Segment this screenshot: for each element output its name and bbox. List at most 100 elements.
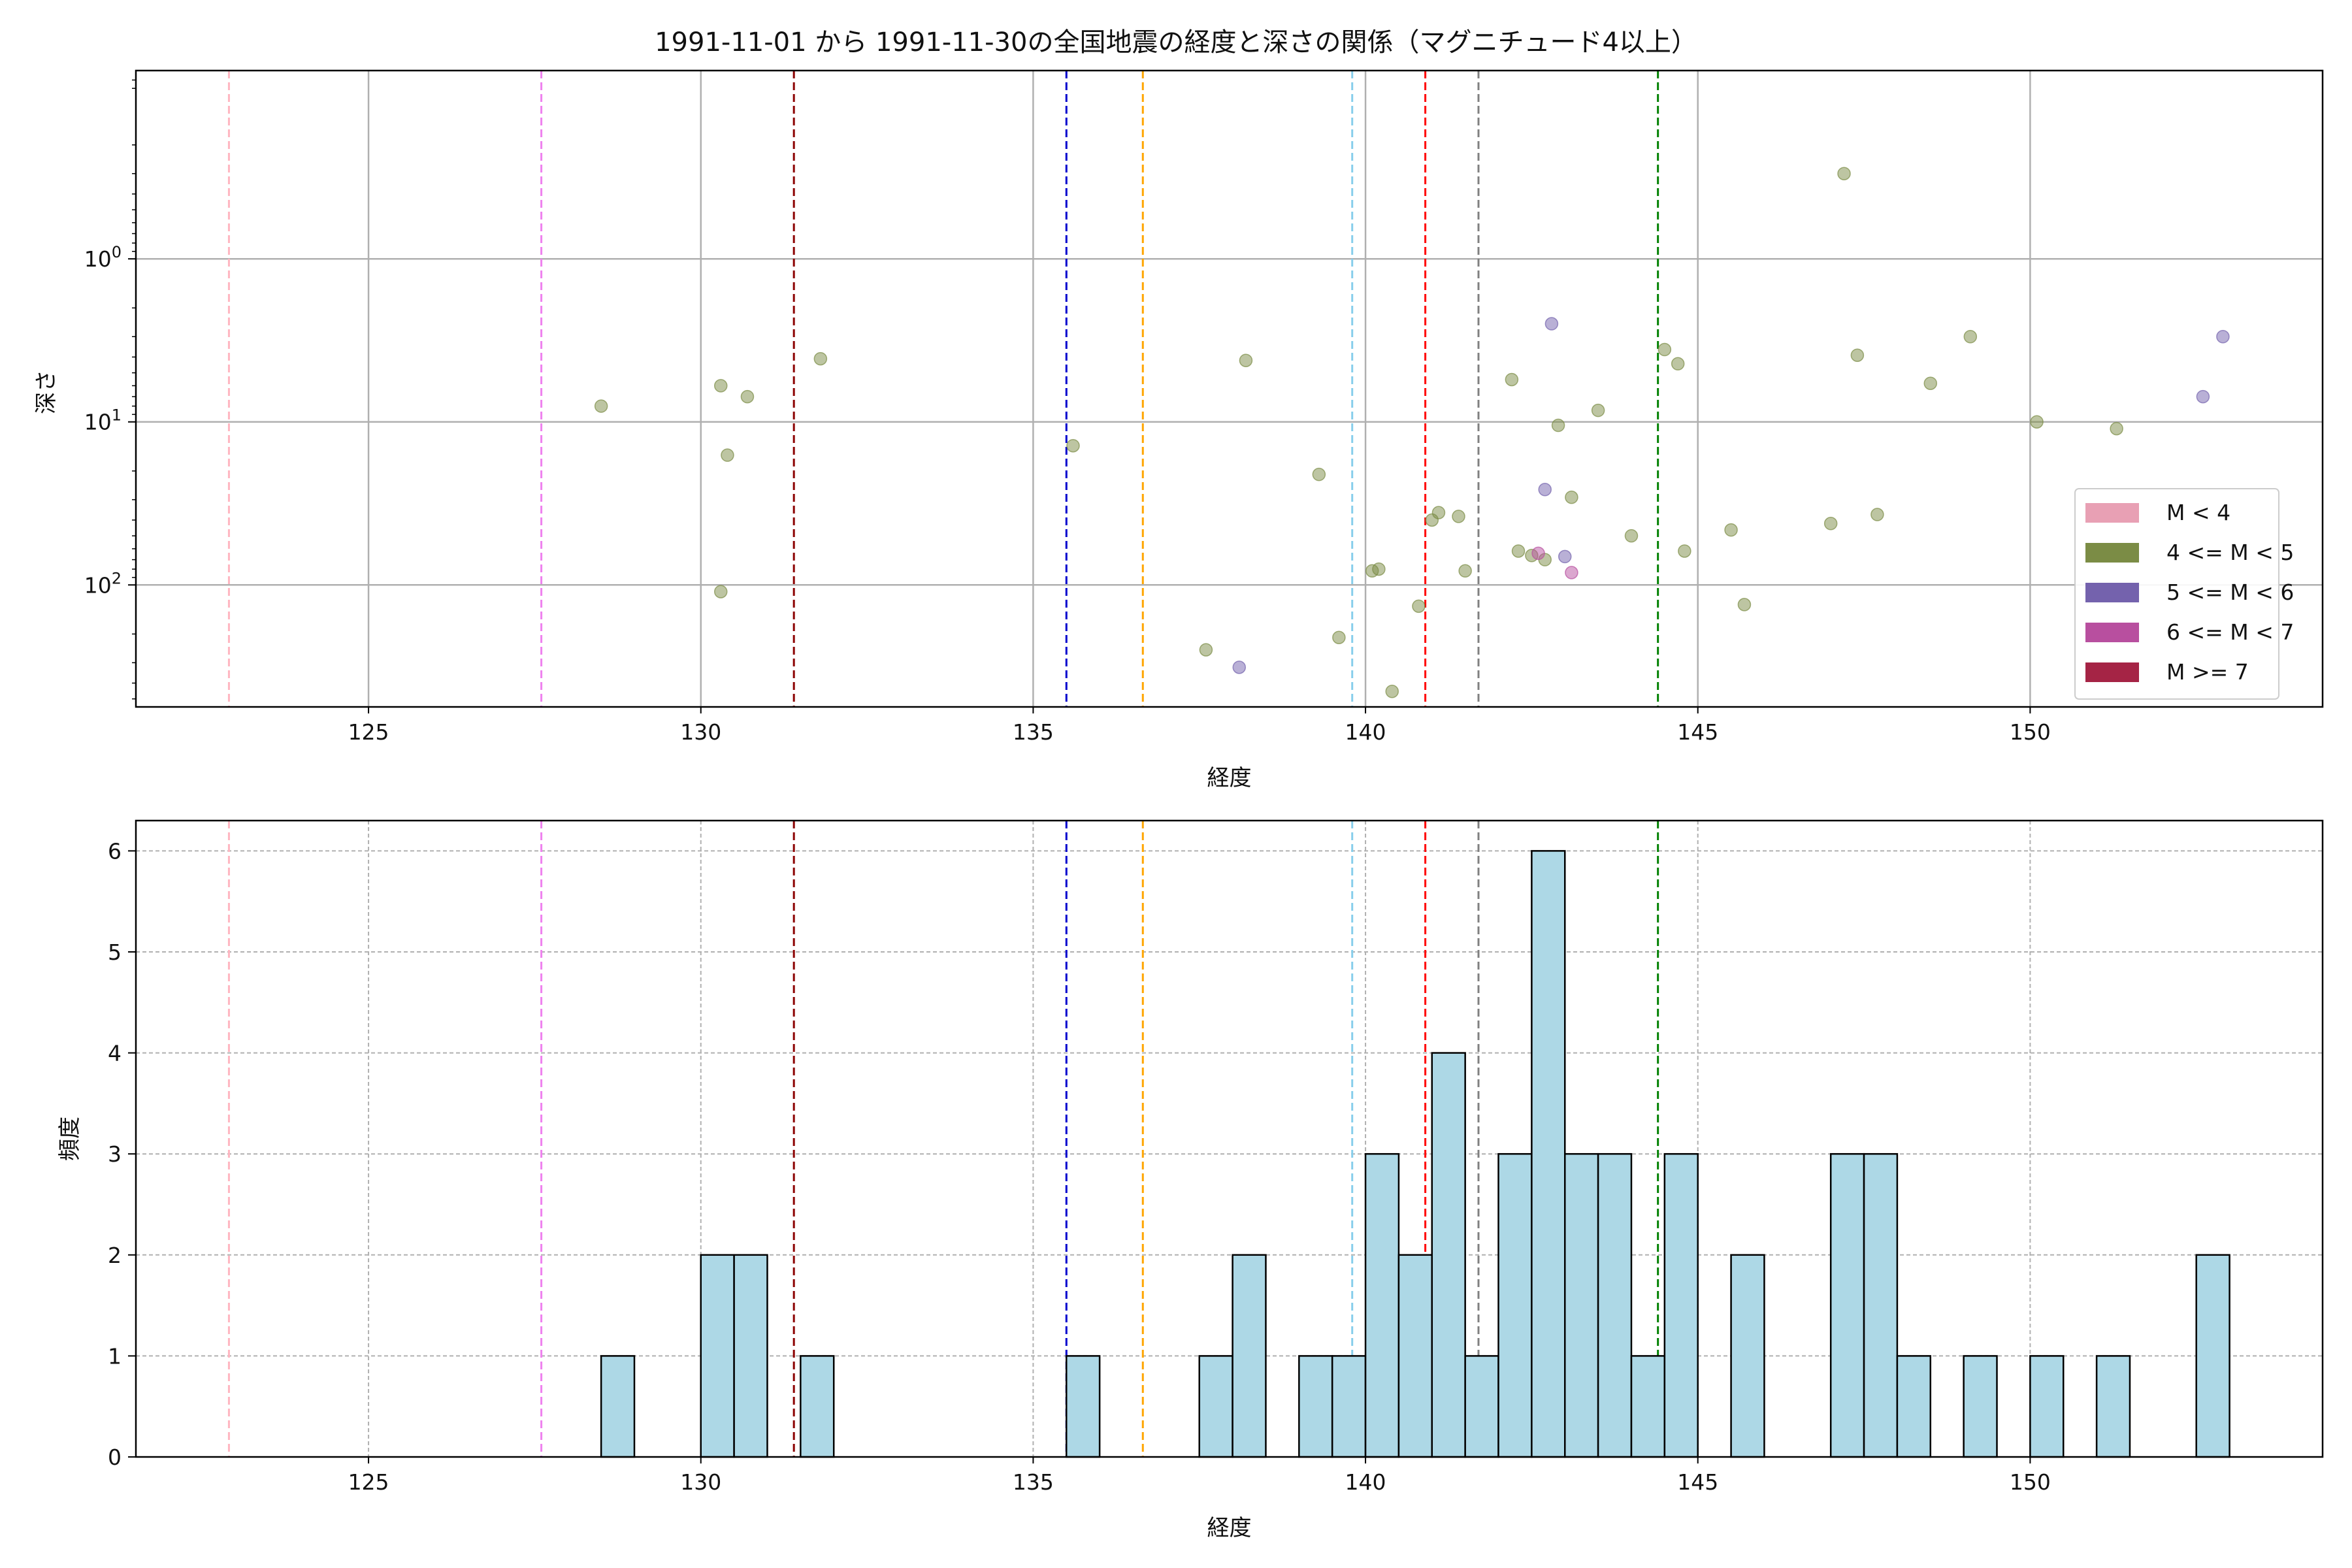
y-tick-label: 6 bbox=[108, 838, 122, 864]
data-point bbox=[1199, 643, 1213, 657]
histogram-bar bbox=[1066, 1355, 1101, 1458]
data-point bbox=[740, 389, 755, 404]
histogram-bar bbox=[1597, 1152, 1633, 1458]
x-tick-label: 140 bbox=[1345, 719, 1386, 745]
data-point bbox=[1385, 685, 1399, 698]
data-point bbox=[1558, 549, 1572, 564]
x-tick-label: 130 bbox=[680, 719, 721, 745]
histogram-bar bbox=[2095, 1355, 2131, 1458]
x-axis-label: 経度 bbox=[1207, 765, 1252, 791]
longitude-histogram-chart: 125 130 135 140 145 150 0 1 2 3 4 5 6 経度 頻度 bbox=[57, 819, 2324, 1541]
histogram-bar bbox=[800, 1355, 835, 1458]
data-point bbox=[1531, 546, 1545, 561]
x-tick-label: 145 bbox=[1677, 719, 1718, 745]
data-point bbox=[713, 379, 728, 393]
data-point bbox=[1870, 508, 1884, 521]
legend-swatch bbox=[2085, 503, 2139, 523]
plot-frame bbox=[135, 69, 2324, 708]
data-point bbox=[1850, 348, 1865, 362]
figure-title: 1991-11-01 から 1991-11-30の全国地震の経度と深さの関係（マ… bbox=[655, 27, 1697, 57]
data-point bbox=[1837, 167, 1851, 180]
histogram-bar bbox=[1331, 1355, 1367, 1458]
histogram-bar bbox=[1431, 1052, 1466, 1458]
data-point bbox=[1431, 506, 1446, 519]
data-point bbox=[594, 399, 608, 413]
histogram-bar bbox=[1663, 1152, 1699, 1458]
histogram-bar bbox=[1630, 1355, 1666, 1458]
legend-label: M >= 7 bbox=[2166, 659, 2249, 685]
data-point bbox=[1823, 517, 1838, 531]
x-tick-label: 135 bbox=[1013, 1469, 1054, 1495]
legend-label: 5 <= M < 6 bbox=[2166, 580, 2294, 605]
data-point bbox=[1671, 357, 1685, 371]
data-point bbox=[1551, 418, 1565, 433]
histogram-bar bbox=[700, 1254, 735, 1458]
data-point bbox=[1963, 330, 1978, 344]
legend-swatch bbox=[2085, 662, 2139, 682]
data-point bbox=[713, 585, 728, 598]
x-axis-label: 経度 bbox=[1207, 1515, 1252, 1541]
histogram-bar bbox=[1963, 1355, 1998, 1458]
histogram-bar bbox=[2029, 1355, 2065, 1458]
x-tick-label: 145 bbox=[1677, 1469, 1718, 1495]
y-tick-label: 2 bbox=[108, 1243, 122, 1268]
data-point bbox=[1232, 661, 1247, 674]
data-point bbox=[1412, 599, 1426, 613]
data-point bbox=[1505, 372, 1519, 387]
data-point bbox=[1737, 598, 1752, 612]
histogram-bar bbox=[1563, 1152, 1599, 1458]
x-tick-label: 135 bbox=[1013, 719, 1054, 745]
data-point bbox=[1565, 566, 1578, 580]
y-tick-label: 5 bbox=[108, 939, 122, 965]
data-point bbox=[1923, 376, 1938, 390]
x-tick-label: 150 bbox=[2010, 719, 2051, 745]
histogram-bar bbox=[1198, 1355, 1233, 1458]
histogram-bar bbox=[1730, 1254, 1765, 1458]
y-axis-label: 頻度 bbox=[57, 1117, 83, 1161]
histogram-bar bbox=[1497, 1152, 1533, 1458]
legend-swatch bbox=[2085, 543, 2139, 563]
histogram-bar bbox=[1896, 1355, 1932, 1458]
histogram-bar bbox=[1464, 1355, 1499, 1458]
y-tick-label: 1 bbox=[108, 1343, 122, 1369]
legend-label: M < 4 bbox=[2166, 500, 2230, 525]
data-point bbox=[2030, 415, 2044, 429]
histogram-bar bbox=[1298, 1355, 1333, 1458]
data-point bbox=[1724, 523, 1738, 537]
data-point bbox=[1658, 342, 1672, 357]
data-point bbox=[1538, 483, 1552, 497]
data-point bbox=[1565, 490, 1578, 504]
data-point bbox=[1511, 544, 1526, 558]
x-tick-label: 130 bbox=[680, 1469, 721, 1495]
data-point bbox=[721, 448, 734, 462]
data-point bbox=[1372, 562, 1386, 576]
y-tick-label: 0 bbox=[108, 1445, 122, 1470]
x-tick-label: 125 bbox=[348, 1469, 389, 1495]
data-point bbox=[1452, 510, 1465, 523]
data-point bbox=[2216, 330, 2230, 344]
histogram-bar bbox=[1232, 1254, 1267, 1458]
histogram-bar bbox=[1863, 1152, 1899, 1458]
plot-frame bbox=[135, 819, 2324, 1458]
data-point bbox=[1239, 353, 1253, 367]
y-tick-label: 4 bbox=[108, 1041, 122, 1066]
x-tick-label: 140 bbox=[1345, 1469, 1386, 1495]
histogram-bar bbox=[1364, 1152, 1400, 1458]
y-tick-label: 100 bbox=[84, 243, 122, 272]
legend-label: 6 <= M < 7 bbox=[2166, 619, 2294, 645]
histogram-bar bbox=[600, 1355, 636, 1458]
data-point bbox=[2110, 421, 2123, 436]
data-point bbox=[1312, 467, 1326, 482]
data-point bbox=[1544, 317, 1559, 331]
y-tick-label: 101 bbox=[84, 406, 122, 435]
histogram-bar bbox=[2195, 1254, 2230, 1458]
data-point bbox=[1678, 544, 1691, 558]
x-tick-label: 125 bbox=[348, 719, 389, 745]
data-point bbox=[813, 351, 828, 366]
legend-label: 4 <= M < 5 bbox=[2166, 540, 2294, 565]
data-point bbox=[1332, 630, 1346, 644]
x-tick-label: 150 bbox=[2010, 1469, 2051, 1495]
legend-box bbox=[2074, 488, 2279, 700]
histogram-bar bbox=[1829, 1152, 1865, 1458]
